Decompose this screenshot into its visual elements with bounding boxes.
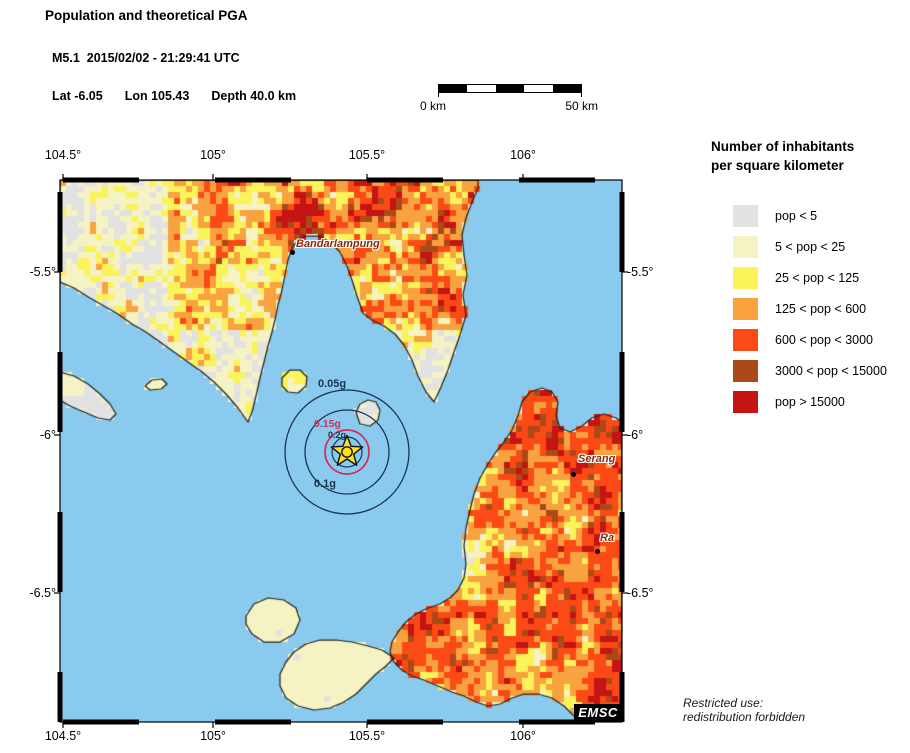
legend-item-label: 3000 < pop < 15000 (775, 364, 887, 378)
lat-label-right: -5.5° (627, 265, 654, 279)
legend-item: 3000 < pop < 15000 (733, 360, 887, 382)
legend-item: 600 < pop < 3000 (733, 329, 887, 351)
location-line: Lat -6.05 Lon 105.43 Depth 40.0 km (52, 89, 318, 103)
scale-seg (467, 85, 496, 92)
pga-ring-label: 0.2g (328, 430, 347, 440)
lon-label-bottom: 105.5° (348, 729, 386, 743)
city-label: Serang (578, 453, 616, 465)
lat-label-left: -6° (39, 428, 56, 442)
lon-label-top: 105.5° (348, 148, 386, 162)
city-label: Ra (600, 532, 615, 544)
legend: pop < 5 5 < pop < 25 25 < pop < 125 125 < p… (733, 205, 887, 422)
city-dot (290, 250, 295, 255)
event-lon: Lon 105.43 (124, 89, 190, 103)
pga-ring (324, 429, 370, 475)
legend-title-line1: Number of inhabitants (711, 139, 855, 154)
lat-label-left: -6.5° (29, 586, 56, 600)
restricted-line1: Restricted use: (683, 696, 764, 710)
map-frame (54, 174, 628, 728)
scale-tick (581, 92, 582, 97)
frame-rect (59, 179, 623, 723)
lon-label-top: 104.5° (44, 148, 82, 162)
event-depth: Depth 40.0 km (211, 89, 297, 103)
legend-item: pop > 15000 (733, 391, 887, 413)
pga-ring-label: 0.1g (314, 478, 337, 490)
emsc-logo: EMSC (574, 704, 622, 722)
legend-item: 25 < pop < 125 (733, 267, 887, 289)
scale-seg (495, 85, 525, 92)
lat-label-right: -6.5° (627, 586, 654, 600)
legend-item-label: 600 < pop < 3000 (775, 333, 874, 347)
legend-swatch (733, 267, 758, 289)
epicenter-center-icon (341, 446, 353, 458)
scale-start-label: 0 km (420, 99, 447, 113)
restricted-line2: redistribution forbidden (683, 710, 806, 725)
event-datetime: 2015/02/02 - 21:29:41 UTC (86, 51, 240, 65)
lon-label-top: 105° (200, 148, 226, 162)
scale-bar-labels: 0 km 50 km (420, 99, 598, 113)
scale-end-label: 50 km (565, 99, 598, 113)
pga-ring-label: 0.15g (314, 418, 341, 430)
legend-swatch (733, 205, 758, 227)
legend-swatch (733, 298, 758, 320)
legend-swatch (733, 360, 758, 382)
lon-label-top: 106° (510, 148, 536, 162)
scale-seg (552, 85, 582, 92)
scale-bar: 0 km 50 km (420, 84, 598, 113)
event-line: M5.1 2015/02/02 - 21:29:41 UTC (52, 51, 240, 65)
page-title: Population and theoretical PGA (45, 8, 248, 23)
map: 0.05g 0.1g 0.15g 0.2g Bandarlampung Serang Ra … (60, 180, 622, 722)
legend-swatch (733, 236, 758, 258)
scale-tick (438, 92, 439, 97)
lon-label-bottom: 105° (200, 729, 226, 743)
scale-seg (439, 85, 468, 92)
legend-item-label: pop < 5 (775, 209, 818, 223)
pga-ring (304, 409, 390, 495)
lat-label-right: -6° (627, 428, 644, 442)
legend-item: pop < 5 (733, 205, 887, 227)
pga-ring-label: 0.05g (318, 378, 347, 390)
pga-rings-overlay (284, 389, 410, 515)
legend-title-line2: per square kilometer (711, 158, 844, 173)
legend-swatch (733, 329, 758, 351)
legend-item: 125 < pop < 600 (733, 298, 887, 320)
legend-item-label: 5 < pop < 25 (775, 240, 846, 254)
map-labels-layer: 0.05g 0.1g 0.15g 0.2g Bandarlampung Serang Ra (60, 180, 622, 722)
lat-label-left: -5.5° (29, 265, 56, 279)
lon-label-bottom: 104.5° (44, 729, 82, 743)
restricted-use-note: Restricted use: redistribution forbidden (683, 696, 805, 725)
pga-ring (284, 389, 410, 515)
legend-item-label: 125 < pop < 600 (775, 302, 867, 316)
legend-item: 5 < pop < 25 (733, 236, 887, 258)
city-dot (595, 549, 600, 554)
event-magnitude: M5.1 (52, 51, 80, 65)
city-label: Bandarlampung (296, 238, 380, 250)
legend-item-label: 25 < pop < 125 (775, 271, 860, 285)
event-lat: Lat -6.05 (52, 89, 103, 103)
lon-label-bottom: 106° (510, 729, 536, 743)
scale-seg (524, 85, 553, 92)
city-dot (571, 472, 576, 477)
scale-bar-segments (438, 84, 582, 97)
legend-item-label: pop > 15000 (775, 395, 845, 409)
legend-swatch (733, 391, 758, 413)
